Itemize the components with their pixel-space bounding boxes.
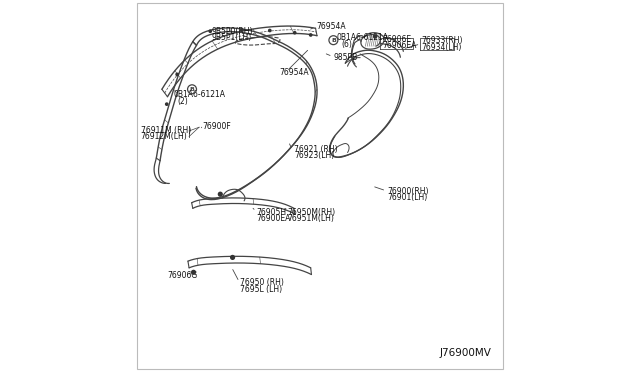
Text: 76954A: 76954A bbox=[279, 68, 308, 77]
Text: 76906G: 76906G bbox=[168, 271, 198, 280]
Text: 76934(LH): 76934(LH) bbox=[422, 43, 462, 52]
Text: 76911M (RH): 76911M (RH) bbox=[141, 126, 191, 135]
Text: 76906EA: 76906EA bbox=[383, 41, 417, 50]
Circle shape bbox=[175, 73, 179, 76]
Text: 985PB: 985PB bbox=[333, 53, 358, 62]
Text: 76906E: 76906E bbox=[383, 35, 412, 44]
Circle shape bbox=[230, 255, 235, 260]
Text: 76901(LH): 76901(LH) bbox=[387, 193, 428, 202]
Text: 76900EA: 76900EA bbox=[257, 214, 291, 223]
Text: 76954A: 76954A bbox=[316, 22, 346, 31]
Circle shape bbox=[209, 29, 212, 33]
Text: 76951M(LH): 76951M(LH) bbox=[287, 214, 334, 223]
Text: 0B1A6-6121A: 0B1A6-6121A bbox=[337, 33, 388, 42]
Text: 9B5P1(LH): 9B5P1(LH) bbox=[211, 33, 252, 42]
Circle shape bbox=[165, 102, 168, 106]
Circle shape bbox=[240, 28, 244, 32]
Text: 76900F: 76900F bbox=[202, 122, 231, 131]
Circle shape bbox=[191, 270, 196, 275]
Circle shape bbox=[293, 31, 296, 35]
Text: 76921 (RH): 76921 (RH) bbox=[294, 145, 337, 154]
Text: 76950M(RH): 76950M(RH) bbox=[287, 208, 335, 217]
Text: 76905H: 76905H bbox=[257, 208, 287, 217]
Text: (6): (6) bbox=[342, 40, 353, 49]
Circle shape bbox=[218, 192, 223, 197]
Circle shape bbox=[309, 33, 312, 37]
Text: (2): (2) bbox=[177, 97, 188, 106]
Text: J76900MV: J76900MV bbox=[439, 348, 491, 358]
Text: B: B bbox=[331, 38, 336, 43]
Text: 76912M(LH): 76912M(LH) bbox=[141, 132, 188, 141]
Text: 76950 (RH): 76950 (RH) bbox=[240, 278, 284, 287]
Text: 76933(RH): 76933(RH) bbox=[422, 36, 463, 45]
Circle shape bbox=[373, 34, 378, 39]
Text: 9B5P0(RH): 9B5P0(RH) bbox=[211, 27, 253, 36]
Text: 7695L (LH): 7695L (LH) bbox=[240, 285, 282, 294]
Circle shape bbox=[268, 29, 271, 32]
Text: 76900(RH): 76900(RH) bbox=[387, 187, 428, 196]
Text: B: B bbox=[189, 87, 195, 92]
Text: 0B1A6-6121A: 0B1A6-6121A bbox=[173, 90, 225, 99]
Text: 76923(LH): 76923(LH) bbox=[294, 151, 334, 160]
